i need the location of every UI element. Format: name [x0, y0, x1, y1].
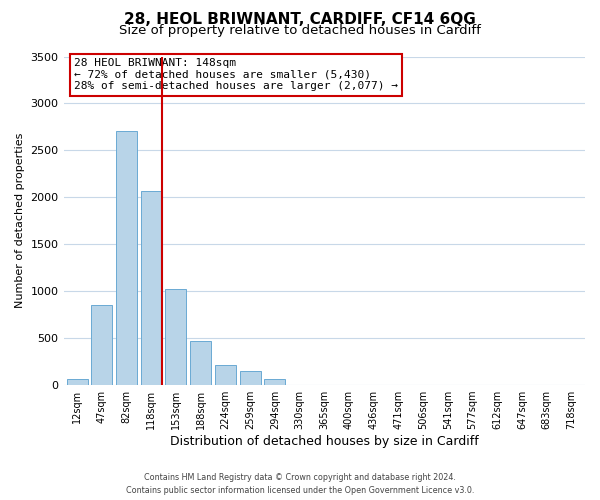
Text: 28, HEOL BRIWNANT, CARDIFF, CF14 6QG: 28, HEOL BRIWNANT, CARDIFF, CF14 6QG [124, 12, 476, 28]
Bar [116, 132, 137, 384]
Text: 28 HEOL BRIWNANT: 148sqm
← 72% of detached houses are smaller (5,430)
28% of sem: 28 HEOL BRIWNANT: 148sqm ← 72% of detach… [74, 58, 398, 92]
Bar [91, 305, 112, 384]
Text: Contains HM Land Registry data © Crown copyright and database right 2024.
Contai: Contains HM Land Registry data © Crown c… [126, 473, 474, 495]
Bar [141, 192, 162, 384]
Y-axis label: Number of detached properties: Number of detached properties [15, 133, 25, 308]
Bar [215, 365, 236, 384]
Bar [239, 371, 260, 384]
X-axis label: Distribution of detached houses by size in Cardiff: Distribution of detached houses by size … [170, 434, 479, 448]
Bar [190, 342, 211, 384]
Text: Size of property relative to detached houses in Cardiff: Size of property relative to detached ho… [119, 24, 481, 37]
Bar [265, 380, 286, 384]
Bar [67, 380, 88, 384]
Bar [166, 289, 187, 384]
